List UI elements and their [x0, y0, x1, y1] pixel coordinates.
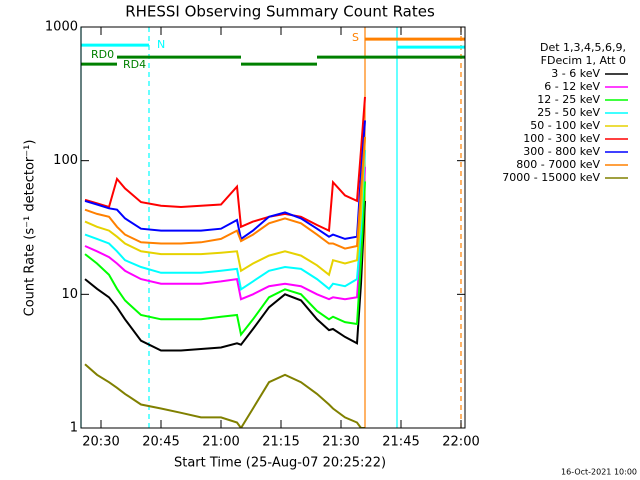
x-tick-label: 21:45 [382, 435, 419, 450]
legend-label: 3 - 6 keV [551, 67, 600, 80]
series-line [84, 150, 366, 291]
series-line [84, 137, 366, 277]
legend-label: 800 - 7000 keV [516, 158, 600, 171]
legend-header: Det 1,3,4,5,6,9, [540, 41, 626, 54]
legend-header: FDecim 1, Att 0 [541, 54, 626, 67]
plot-frame [80, 26, 466, 429]
series-line [84, 166, 366, 301]
y-tick-label: 1000 [45, 20, 78, 35]
x-axis-label: Start Time (25-Aug-07 20:25:22) [174, 456, 386, 471]
legend-label: 12 - 25 keV [537, 93, 600, 106]
x-tick-label: 22:00 [442, 435, 479, 450]
series-line [84, 363, 365, 428]
y-tick-label: 10 [61, 287, 78, 302]
series-line [84, 200, 366, 352]
legend-label: 7000 - 15000 keV [502, 171, 600, 184]
y-axis-label: Count Rate (s⁻¹ detector⁻¹) [23, 140, 38, 317]
x-tick-label: 21:15 [262, 435, 299, 450]
chart-title: RHESSI Observing Summary Count Rates [125, 3, 435, 21]
legend-label: 25 - 50 keV [537, 106, 600, 119]
y-tick-label: 100 [53, 153, 78, 168]
legend-label: 300 - 800 keV [523, 145, 600, 158]
series-line [84, 96, 366, 233]
state-label: N [157, 38, 165, 51]
y-tick-label: 1 [70, 421, 78, 436]
state-label: RD4 [123, 58, 146, 71]
x-tick-label: 20:45 [142, 435, 179, 450]
state-label: RD0 [91, 48, 114, 61]
legend-label: 50 - 100 keV [530, 119, 600, 132]
x-tick-label: 20:30 [82, 435, 119, 450]
series-line [84, 181, 366, 337]
legend-label: 100 - 300 keV [523, 132, 600, 145]
series-line [84, 120, 366, 241]
series-line [84, 137, 366, 250]
state-label: S [352, 31, 359, 44]
x-tick-label: 21:00 [202, 435, 239, 450]
footer: 16-Oct-2021 10:00 [561, 468, 637, 477]
x-tick-label: 21:30 [322, 435, 359, 450]
legend-label: 6 - 12 keV [544, 80, 600, 93]
